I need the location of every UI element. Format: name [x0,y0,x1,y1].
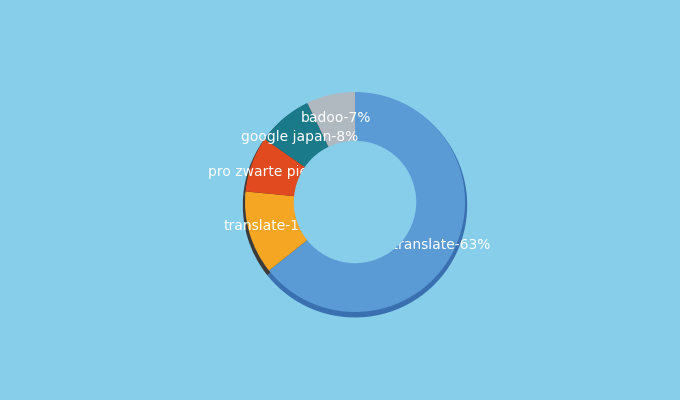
Wedge shape [306,93,355,153]
Wedge shape [245,139,305,196]
Text: google japan-8%: google japan-8% [241,130,358,144]
Text: pro zwarte piet-8%: pro zwarte piet-8% [208,165,341,179]
Text: badoo-7%: badoo-7% [301,111,371,125]
Wedge shape [267,93,467,318]
Wedge shape [263,104,330,172]
Wedge shape [243,141,307,200]
Wedge shape [269,92,465,312]
Circle shape [294,142,415,262]
Wedge shape [307,92,355,148]
Wedge shape [265,103,328,167]
Wedge shape [243,194,309,275]
Wedge shape [245,192,307,270]
Text: translate-12%: translate-12% [224,220,322,234]
Text: google translate-63%: google translate-63% [341,238,490,252]
